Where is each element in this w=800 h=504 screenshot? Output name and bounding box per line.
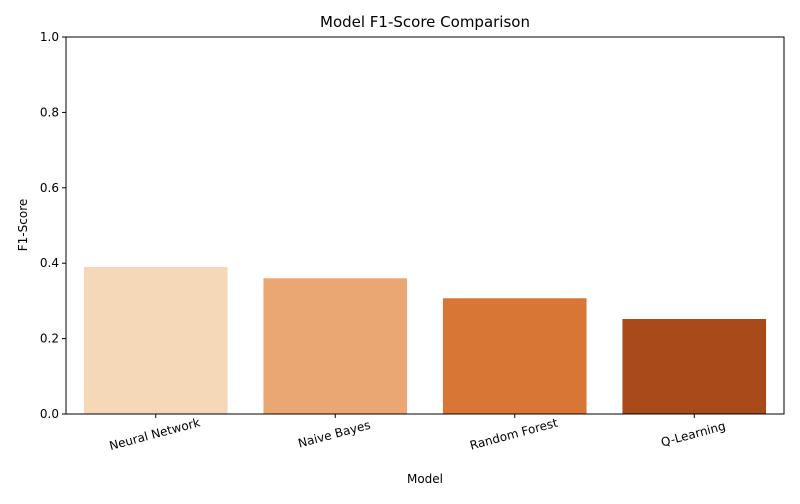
x-tick-label: Random Forest bbox=[468, 416, 559, 453]
y-axis-label: F1-Score bbox=[16, 199, 30, 251]
y-tick-label: 0.0 bbox=[40, 407, 59, 421]
y-tick-label: 0.4 bbox=[40, 256, 59, 270]
y-tick-label: 1.0 bbox=[40, 30, 59, 44]
bar-random-forest bbox=[442, 298, 587, 414]
bars-layer bbox=[83, 266, 767, 414]
plot-frame bbox=[65, 36, 785, 415]
x-axis-label: Model bbox=[407, 472, 443, 486]
y-tick-label: 0.2 bbox=[40, 332, 59, 346]
bar-q-learning bbox=[622, 318, 767, 414]
bar-neural-network bbox=[83, 266, 228, 414]
x-tick-label: Neural Network bbox=[108, 415, 202, 453]
chart-title: Model F1-Score Comparison bbox=[320, 13, 530, 31]
x-tick-label: Q-Learning bbox=[659, 419, 727, 450]
bar-naive-bayes bbox=[263, 278, 408, 414]
x-tick-label: Naive Bayes bbox=[297, 418, 372, 451]
y-tick-label: 0.8 bbox=[40, 105, 59, 119]
y-tick-label: 0.6 bbox=[40, 181, 59, 195]
